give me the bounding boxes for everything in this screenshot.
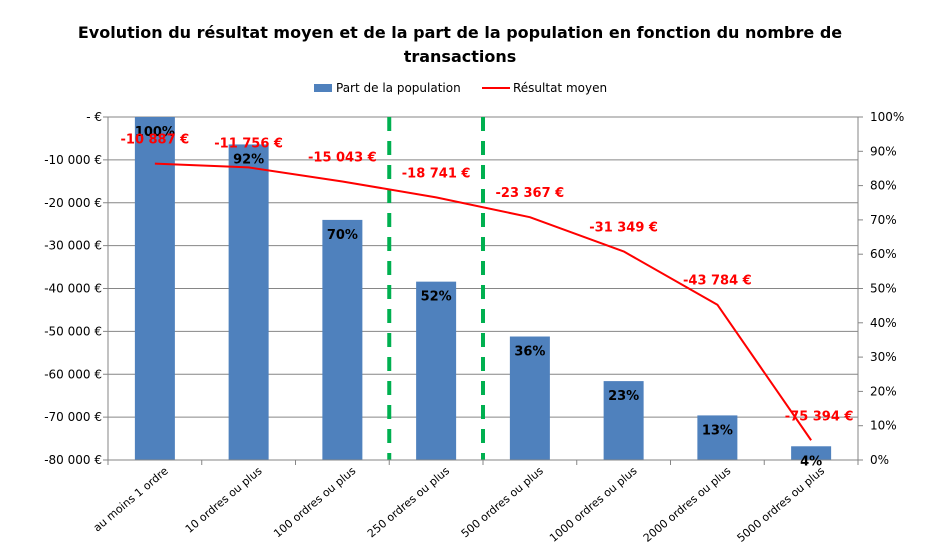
y2-tick-label: 50% — [870, 282, 897, 296]
bar-value-label: 92% — [233, 152, 264, 167]
bar — [509, 336, 550, 460]
data-labels: 100% 92% 70% 52% 36% 23% 13% 4% -10 887 € -11 756… — [121, 125, 854, 469]
chart-title-line-1: Evolution du résultat moyen et de la par… — [78, 23, 842, 42]
y-tick-label: - € — [86, 110, 102, 124]
bar — [697, 415, 738, 460]
y-tick-label: -10 000 € — [44, 153, 102, 167]
y-tick-label: -80 000 € — [44, 453, 102, 467]
y-tick-label: -30 000 € — [44, 239, 102, 253]
line-value-label: -15 043 € — [308, 150, 377, 165]
legend-label-bar: Part de la population — [336, 81, 461, 95]
result-line — [154, 162, 812, 441]
x-tick-label: 250 ordres ou plus — [365, 464, 452, 540]
x-tick-label: 5000 ordres ou plus — [735, 464, 828, 545]
bar — [603, 381, 644, 460]
bar-value-label: 36% — [514, 345, 545, 360]
line-value-label: -31 349 € — [589, 220, 658, 235]
y2-tick-label: 70% — [870, 213, 897, 227]
y2-tick-label: 90% — [870, 144, 897, 158]
legend-swatch-bar — [314, 84, 332, 92]
line-value-label: -11 756 € — [214, 136, 283, 151]
bar-value-label: 52% — [421, 290, 452, 305]
x-tick-label: au moins 1 ordre — [91, 464, 171, 534]
y-tick-label: -60 000 € — [44, 367, 102, 381]
y2-tick-label: 0% — [870, 453, 889, 467]
x-tick-label: 100 ordres ou plus — [271, 464, 358, 540]
bar-value-label: 13% — [702, 423, 733, 438]
line-value-label: -10 887 € — [121, 133, 190, 148]
y2-tick-label: 20% — [870, 384, 897, 398]
x-tick-label: 2000 ordres ou plus — [641, 464, 734, 545]
x-tick-label: 1000 ordres ou plus — [547, 464, 640, 545]
bar-value-label: 100% — [135, 125, 175, 140]
line-value-label: -75 394 € — [785, 409, 854, 424]
bars — [134, 117, 832, 460]
y2-tick-label: 10% — [870, 419, 897, 433]
line-series — [154, 162, 812, 441]
x-tick-label: 500 ordres ou plus — [459, 464, 546, 540]
line-value-label: -43 784 € — [683, 274, 752, 289]
y-tick-label: -40 000 € — [44, 282, 102, 296]
bar — [228, 144, 269, 460]
legend: Part de la population Résultat moyen — [314, 81, 607, 95]
x-tick-label: 10 ordres ou plus — [183, 464, 265, 536]
legend-label-line: Résultat moyen — [513, 81, 607, 95]
line-value-label: -18 741 € — [402, 166, 471, 181]
y-tick-label: -20 000 € — [44, 196, 102, 210]
y2-tick-label: 30% — [870, 350, 897, 364]
bar — [134, 117, 175, 460]
bar — [322, 219, 363, 460]
y2-tick-label: 40% — [870, 316, 897, 330]
bar — [416, 281, 457, 460]
bar-value-label: 70% — [327, 228, 358, 243]
y2-tick-label: 100% — [870, 110, 904, 124]
vertical-markers — [387, 117, 485, 460]
y-tick-label: -70 000 € — [44, 410, 102, 424]
line-value-label: -23 367 € — [496, 186, 565, 201]
chart-title-line-2: transactions — [404, 47, 517, 66]
bar-value-label: 23% — [608, 389, 639, 404]
y2-tick-label: 80% — [870, 179, 897, 193]
bar — [791, 446, 832, 460]
y2-tick-label: 60% — [870, 247, 897, 261]
y-tick-label: -50 000 € — [44, 324, 102, 338]
bar-value-label: 4% — [800, 454, 822, 469]
